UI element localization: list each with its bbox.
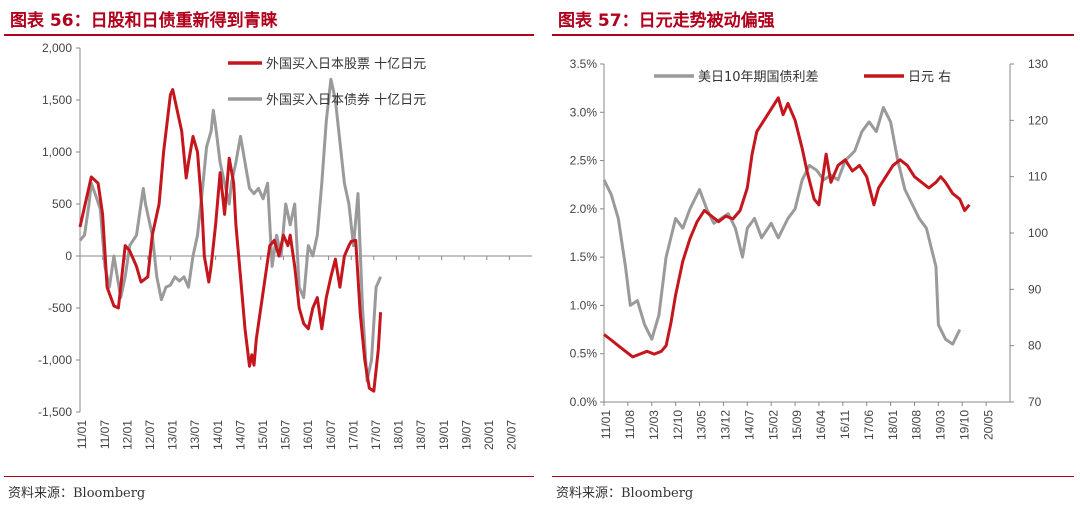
y-tick-label-left: 0.5% <box>570 347 598 361</box>
figure-title: 图表 56：日股和日债重新得到青睐 <box>10 11 278 31</box>
series-line <box>78 77 382 383</box>
chart-stock-bond-flows: 2,000 1,500 1,000 500 0 -500 -1,000 -1,50011/01… <box>38 41 532 450</box>
y-tick-label-right: 130 <box>1028 57 1048 71</box>
y-tick-label: 1,000 <box>42 145 72 159</box>
y-tick-label-left: 2.5% <box>570 154 598 168</box>
x-tick-label: 19/07 <box>459 420 473 450</box>
x-tick-label: 12/10 <box>671 410 685 440</box>
y-tick-label-right: 80 <box>1028 339 1042 353</box>
y-tick-label-right: 110 <box>1028 170 1047 184</box>
x-tick-label: 20/07 <box>505 420 519 450</box>
x-tick-label: 17/01 <box>346 420 360 450</box>
y-tick-label-left: 3.5% <box>570 57 598 71</box>
x-tick-label: 13/07 <box>188 420 202 450</box>
series-line <box>78 88 383 393</box>
x-tick-label: 16/11 <box>838 410 852 439</box>
x-tick-label: 16/04 <box>814 410 828 440</box>
x-tick-label: 19/03 <box>934 410 948 440</box>
x-tick-label: 20/05 <box>981 410 995 440</box>
x-tick-label: 12/07 <box>143 420 157 450</box>
x-tick-label: 14/07 <box>742 410 756 440</box>
y-tick-label-left: 1.5% <box>570 250 598 264</box>
y-tick-label: 500 <box>52 197 72 211</box>
figure-title: 图表 57：日元走势被动偏强 <box>558 11 775 31</box>
x-tick-label: 16/07 <box>324 420 338 450</box>
x-tick-label: 15/02 <box>766 410 780 440</box>
x-tick-label: 18/07 <box>414 420 428 450</box>
y-tick-label-right: 120 <box>1028 113 1048 127</box>
x-tick-label: 13/05 <box>695 410 709 440</box>
x-tick-label: 20/01 <box>482 420 496 450</box>
y-tick-label: 2,000 <box>42 41 72 55</box>
chart-yen-spread: 3.5% 3.0% 2.5% 2.0% 1.5% 1.0% 0.5% 0.0% 130 120 11… <box>570 57 1049 440</box>
x-tick-label: 11/08 <box>623 410 637 439</box>
x-tick-label: 12/01 <box>120 420 134 450</box>
x-tick-label: 12/03 <box>647 410 661 440</box>
x-tick-label: 11/01 <box>599 410 613 439</box>
x-tick-label: 18/01 <box>886 410 900 440</box>
y-tick-label-left: 3.0% <box>570 105 598 119</box>
y-tick-label: 0 <box>65 249 72 263</box>
x-tick-label: 17/07 <box>369 420 383 450</box>
source-note: 资料来源：Bloomberg <box>8 486 146 501</box>
source-rule <box>4 476 534 477</box>
x-tick-label: 14/07 <box>233 420 247 450</box>
y-tick-label: -1,500 <box>38 405 72 419</box>
source-note: 资料来源：Bloomberg <box>556 486 694 501</box>
x-tick-label: 18/08 <box>910 410 924 440</box>
x-tick-label: 14/01 <box>211 420 225 450</box>
x-tick-label: 11/01 <box>75 420 89 449</box>
y-tick-label-left: 0.0% <box>570 395 598 409</box>
x-tick-label: 15/01 <box>256 420 270 450</box>
chart-panel-left: 图表 56：日股和日债重新得到青睐 2,000 1,500 1,000 500 0 -50… <box>4 11 534 501</box>
series-line <box>603 96 971 359</box>
y-tick-label: -500 <box>48 301 72 315</box>
y-tick-label-right: 70 <box>1028 395 1042 409</box>
series-line <box>602 106 962 346</box>
x-tick-label: 19/10 <box>957 410 971 440</box>
x-tick-label: 16/01 <box>301 420 315 450</box>
source-rule <box>552 476 1074 477</box>
title-rule <box>552 34 1074 36</box>
y-tick-label-right: 100 <box>1028 226 1048 240</box>
x-tick-label: 13/01 <box>166 420 180 450</box>
chart-panel-right: 图表 57：日元走势被动偏强 3.5% 3.0% 2.5% 2.0% 1.5% 1.0% 0… <box>548 0 1080 516</box>
y-tick-label-right: 90 <box>1028 282 1042 296</box>
x-tick-label: 11/07 <box>98 420 112 449</box>
y-tick-label: 1,500 <box>42 93 72 107</box>
y-tick-label: -1,000 <box>38 353 72 367</box>
title-rule <box>4 34 534 36</box>
legend-label: 外国买入日本债券 十亿日元 <box>266 92 426 108</box>
x-tick-label: 15/07 <box>279 420 293 450</box>
y-tick-label-left: 2.0% <box>570 202 598 216</box>
legend-label: 日元 右 <box>908 70 951 85</box>
x-tick-label: 13/12 <box>719 410 733 440</box>
x-tick-label: 18/01 <box>392 420 406 450</box>
y-tick-label-left: 1.0% <box>570 298 598 312</box>
x-tick-label: 15/09 <box>790 410 804 440</box>
legend-label: 美日10年期国债利差 <box>698 70 819 85</box>
x-tick-label: 17/06 <box>862 410 876 440</box>
legend-label: 外国买入日本股票 十亿日元 <box>266 57 426 72</box>
x-tick-label: 19/01 <box>437 420 451 450</box>
